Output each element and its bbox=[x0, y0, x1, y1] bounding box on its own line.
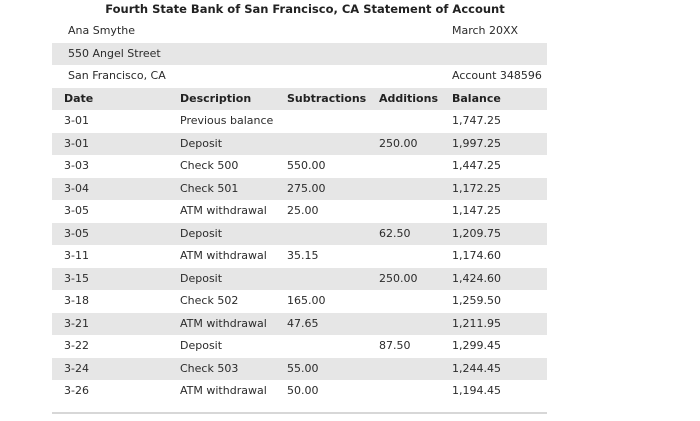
cell-balance: 1,147.25 bbox=[452, 204, 501, 217]
cell-date: 3-21 bbox=[64, 316, 89, 330]
cell-additions: 87.50 bbox=[379, 339, 411, 352]
account-holder-city: San Francisco, CA bbox=[68, 69, 166, 82]
transactions-body: 3-01 Previous balance 1,747.25 3-01 Deposit 2… bbox=[52, 110, 547, 403]
table-row: 3-24 Check 503 55.00 1,244.45 bbox=[52, 357, 547, 380]
account-number: Account 348596 bbox=[452, 69, 542, 82]
table-row: 3-03 Check 500 550.00 1,447.25 bbox=[52, 155, 547, 178]
cell-date: 3-03 bbox=[64, 159, 89, 172]
cell-balance: 1,259.50 bbox=[452, 294, 501, 307]
cell-description: ATM withdrawal bbox=[180, 316, 267, 330]
cell-description: Deposit bbox=[180, 339, 223, 352]
cell-subtractions: 35.15 bbox=[287, 249, 319, 262]
cell-description: ATM withdrawal bbox=[180, 204, 267, 217]
cell-date: 3-05 bbox=[64, 226, 89, 240]
table-row: 3-26 ATM withdrawal 50.00 1,194.45 bbox=[52, 380, 547, 403]
column-header-additions: Additions bbox=[379, 91, 438, 105]
statement-title: Fourth State Bank of San Francisco, CA S… bbox=[105, 2, 505, 16]
cell-subtractions: 55.00 bbox=[287, 361, 319, 375]
cell-date: 3-26 bbox=[64, 384, 89, 397]
cell-balance: 1,997.25 bbox=[452, 136, 501, 150]
cell-description: ATM withdrawal bbox=[180, 384, 267, 397]
cell-date: 3-18 bbox=[64, 294, 89, 307]
cell-date: 3-24 bbox=[64, 361, 89, 375]
table-row: 3-04 Check 501 275.00 1,172.25 bbox=[52, 177, 547, 200]
header-row-name: Ana Smythe March 20XX bbox=[52, 20, 547, 43]
cell-description: Check 502 bbox=[180, 294, 239, 307]
cell-balance: 1,209.75 bbox=[452, 226, 501, 240]
statement-table: Ana Smythe March 20XX 550 Angel Street S… bbox=[52, 20, 547, 403]
cell-subtractions: 275.00 bbox=[287, 181, 326, 195]
column-header-date: Date bbox=[64, 91, 94, 105]
cell-description: Deposit bbox=[180, 226, 223, 240]
column-header-subtractions: Subtractions bbox=[287, 91, 367, 105]
column-header-description: Description bbox=[180, 91, 252, 105]
cell-date: 3-01 bbox=[64, 136, 89, 150]
cell-balance: 1,424.60 bbox=[452, 271, 501, 285]
table-row: 3-18 Check 502 165.00 1,259.50 bbox=[52, 290, 547, 313]
cell-description: Check 503 bbox=[180, 361, 239, 375]
cell-balance: 1,447.25 bbox=[452, 159, 501, 172]
header-row-street: 550 Angel Street bbox=[52, 42, 547, 65]
table-row: 3-05 Deposit 62.50 1,209.75 bbox=[52, 222, 547, 245]
cell-balance: 1,244.45 bbox=[452, 361, 501, 375]
account-holder-name: Ana Smythe bbox=[68, 24, 135, 37]
cell-date: 3-01 bbox=[64, 114, 89, 127]
cell-balance: 1,299.45 bbox=[452, 339, 501, 352]
table-row: 3-01 Previous balance 1,747.25 bbox=[52, 110, 547, 133]
cell-balance: 1,174.60 bbox=[452, 249, 501, 262]
cell-description: Deposit bbox=[180, 271, 223, 285]
cell-subtractions: 165.00 bbox=[287, 294, 326, 307]
cell-subtractions: 47.65 bbox=[287, 316, 319, 330]
cell-subtractions: 50.00 bbox=[287, 384, 319, 397]
cell-description: Deposit bbox=[180, 136, 223, 150]
cell-subtractions: 25.00 bbox=[287, 204, 319, 217]
table-row: 3-05 ATM withdrawal 25.00 1,147.25 bbox=[52, 200, 547, 223]
cell-date: 3-04 bbox=[64, 181, 89, 195]
header-row-city: San Francisco, CA Account 348596 bbox=[52, 65, 547, 88]
cell-balance: 1,172.25 bbox=[452, 181, 501, 195]
account-holder-street: 550 Angel Street bbox=[68, 46, 161, 60]
table-row: 3-22 Deposit 87.50 1,299.45 bbox=[52, 335, 547, 358]
cell-additions: 250.00 bbox=[379, 136, 418, 150]
table-row: 3-21 ATM withdrawal 47.65 1,211.95 bbox=[52, 312, 547, 335]
cell-description: Check 501 bbox=[180, 181, 239, 195]
cell-date: 3-15 bbox=[64, 271, 89, 285]
cell-description: ATM withdrawal bbox=[180, 249, 267, 262]
cell-date: 3-05 bbox=[64, 204, 89, 217]
column-header-balance: Balance bbox=[452, 91, 501, 105]
cell-description: Check 500 bbox=[180, 159, 239, 172]
cell-additions: 250.00 bbox=[379, 271, 418, 285]
table-row: 3-01 Deposit 250.00 1,997.25 bbox=[52, 132, 547, 155]
column-header-row: Date Description Subtractions Additions … bbox=[52, 87, 547, 110]
cell-balance: 1,747.25 bbox=[452, 114, 501, 127]
table-row: 3-15 Deposit 250.00 1,424.60 bbox=[52, 267, 547, 290]
cell-balance: 1,211.95 bbox=[452, 316, 501, 330]
statement-period: March 20XX bbox=[452, 24, 519, 37]
cell-balance: 1,194.45 bbox=[452, 384, 501, 397]
bottom-divider bbox=[52, 412, 547, 414]
cell-additions: 62.50 bbox=[379, 226, 411, 240]
cell-date: 3-22 bbox=[64, 339, 89, 352]
table-row: 3-11 ATM withdrawal 35.15 1,174.60 bbox=[52, 245, 547, 268]
cell-description: Previous balance bbox=[180, 114, 274, 127]
cell-subtractions: 550.00 bbox=[287, 159, 326, 172]
cell-date: 3-11 bbox=[64, 249, 89, 262]
